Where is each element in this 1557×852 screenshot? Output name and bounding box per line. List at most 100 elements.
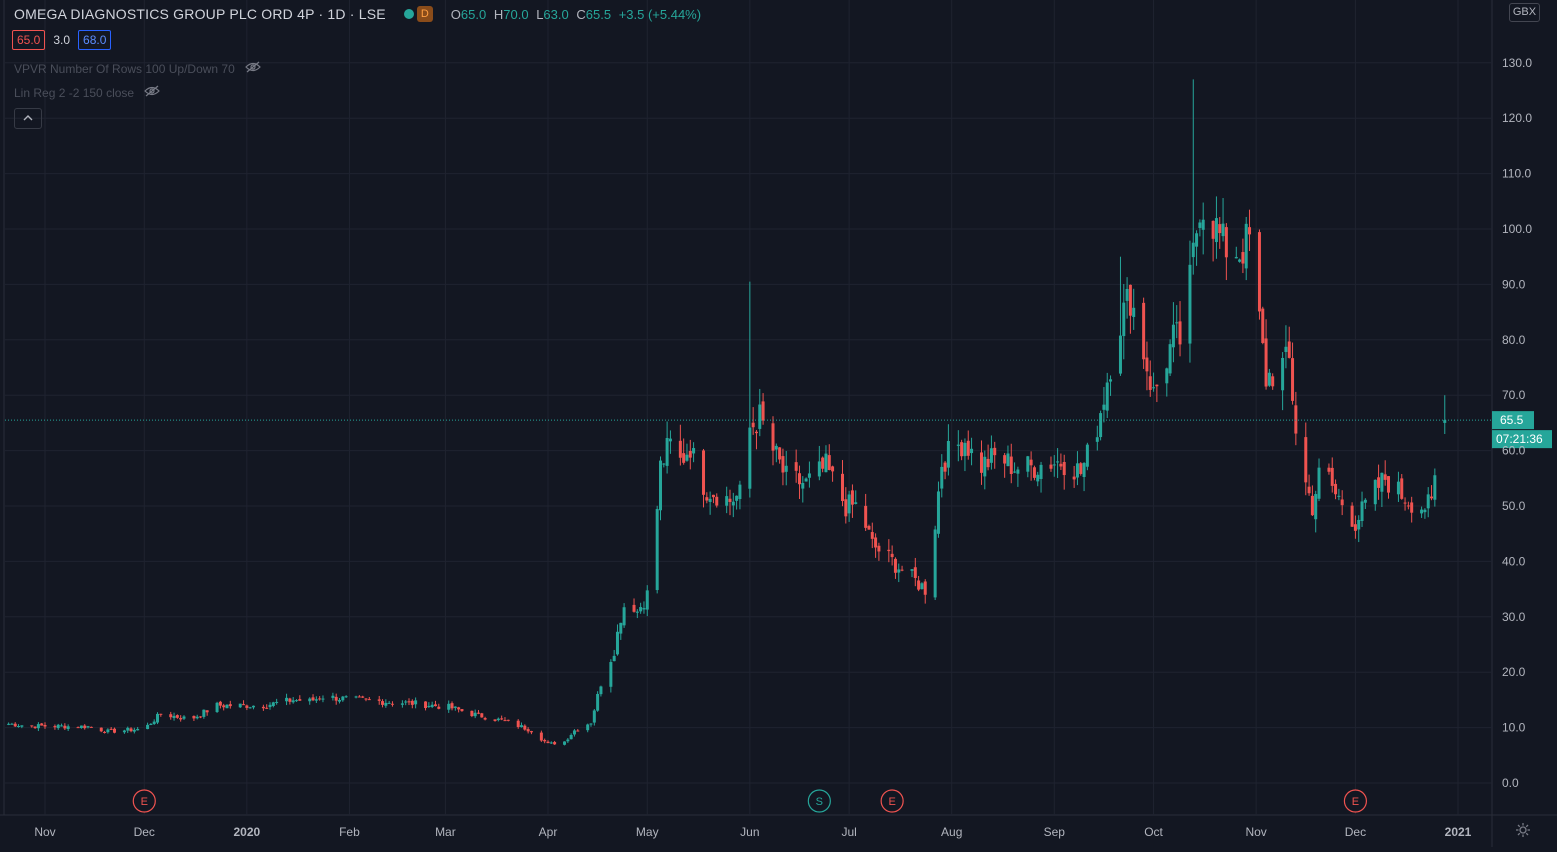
candle-body — [1271, 376, 1275, 387]
indicator-linreg[interactable]: Lin Reg 2 -2 150 close — [14, 85, 160, 100]
candle-body — [913, 567, 917, 578]
y-tick-label: 50.0 — [1502, 499, 1526, 513]
currency-button[interactable]: GBX — [1509, 3, 1540, 22]
candle-body — [112, 728, 116, 733]
candle-body — [1353, 524, 1357, 531]
candle-body — [979, 452, 983, 473]
candle-body — [1284, 346, 1288, 352]
candle-body — [831, 466, 835, 472]
eye-hidden-icon[interactable] — [144, 85, 160, 100]
candle-body — [496, 718, 500, 721]
event-marker-label: S — [816, 796, 823, 808]
indicator-vpvr[interactable]: VPVR Number Of Rows 100 Up/Down 70 — [14, 61, 261, 76]
candle-body — [17, 726, 21, 728]
candle-body — [1125, 288, 1129, 301]
candle-body — [923, 581, 927, 595]
candle-body — [1079, 463, 1083, 474]
candle-body — [1327, 467, 1331, 472]
candle-body — [1003, 455, 1007, 464]
price-axis: 0.0 10.0 20.0 30.0 40.0 50.0 60.0 70.0 80.0 90.0 1… — [1502, 56, 1532, 790]
candle-body — [1383, 474, 1387, 480]
candle-body — [612, 655, 616, 662]
candle-body — [1363, 499, 1367, 503]
candle-body — [711, 494, 715, 498]
candle-body — [1307, 486, 1311, 494]
candle-body — [797, 473, 801, 485]
candle-body — [668, 438, 672, 442]
gear-icon[interactable] — [1515, 822, 1531, 843]
candle-body — [179, 718, 183, 720]
candle-body — [1145, 357, 1149, 372]
candle-body — [311, 697, 315, 701]
candle-body — [172, 715, 176, 719]
candle-body — [338, 699, 342, 702]
candle-body — [1377, 477, 1381, 488]
candle-body — [615, 631, 619, 655]
y-tick-label: 110.0 — [1502, 167, 1531, 181]
x-tick-label: 2020 — [234, 825, 261, 839]
y-tick-label: 90.0 — [1502, 277, 1526, 291]
candle-body — [314, 699, 318, 701]
candle-body — [1122, 302, 1126, 337]
candle-body — [1085, 444, 1089, 467]
candle-body — [632, 604, 636, 612]
x-tick-label: May — [636, 825, 659, 839]
candle-body — [1317, 467, 1321, 499]
candle-body — [357, 696, 361, 698]
sell-price-button[interactable]: 65.0 — [12, 30, 46, 50]
candle-body — [569, 735, 573, 740]
candle-body — [933, 529, 937, 598]
candle-body — [261, 706, 265, 709]
high-label: H — [493, 6, 504, 22]
candle-body — [427, 705, 431, 707]
eye-hidden-icon[interactable] — [244, 61, 261, 76]
candle-body — [410, 700, 414, 705]
x-tick-label: Jun — [740, 825, 759, 839]
candle-body — [367, 699, 371, 701]
candle-body — [989, 448, 993, 463]
x-tick-label: Aug — [941, 825, 962, 839]
candle-body — [754, 431, 758, 434]
buy-price-button[interactable]: 68.0 — [78, 30, 112, 50]
candle-body — [215, 702, 219, 713]
candle-body — [1267, 372, 1271, 386]
delay-badge[interactable]: D — [416, 6, 433, 22]
candle-body — [228, 704, 232, 707]
collapse-legend-button[interactable] — [14, 108, 42, 129]
candle-body — [1360, 501, 1364, 522]
candle-body — [1238, 259, 1242, 262]
candle-body — [30, 725, 34, 727]
candle-body — [1171, 324, 1175, 348]
candle-body — [63, 725, 67, 729]
candle-body — [794, 462, 798, 471]
candle-body — [1105, 382, 1109, 411]
candle-body — [751, 422, 755, 428]
candle-body — [1148, 376, 1152, 390]
candle-body — [639, 607, 643, 612]
candle-body — [897, 569, 901, 573]
candle-body — [251, 705, 255, 708]
candle-body — [893, 558, 897, 573]
candle-body — [966, 440, 970, 456]
candle-body — [563, 741, 567, 745]
candle-body — [1072, 476, 1076, 480]
candle-body — [731, 501, 735, 506]
y-tick-label: 20.0 — [1502, 665, 1526, 679]
candle-body — [470, 710, 474, 717]
candle-body — [549, 742, 553, 744]
symbol-title[interactable]: OMEGA DIAGNOSTICS GROUP PLC ORD 4P · 1D … — [14, 6, 386, 22]
candle-body — [1304, 437, 1308, 483]
candle-body — [318, 698, 322, 700]
split-marker — [807, 789, 831, 813]
candle-body — [361, 696, 365, 698]
candle-body — [804, 478, 808, 482]
candle-body — [1403, 502, 1407, 504]
candle-body — [1310, 495, 1314, 516]
candle-body — [83, 725, 87, 729]
event-marker-label: E — [141, 796, 148, 808]
candle-body — [205, 710, 209, 713]
y-tick-label: 100.0 — [1502, 222, 1532, 236]
candle-body — [433, 704, 437, 707]
candle-body — [129, 728, 133, 732]
